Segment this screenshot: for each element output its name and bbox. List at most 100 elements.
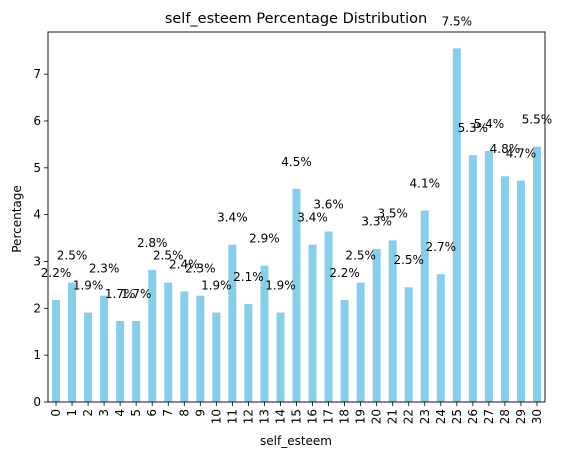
- data-label: 1.9%: [201, 278, 232, 292]
- plot-frame: [47, 31, 546, 403]
- bar: [532, 146, 541, 402]
- bar: [420, 210, 429, 402]
- x-tick-label: 18: [338, 409, 352, 424]
- data-label: 1.9%: [265, 278, 296, 292]
- bar: [356, 282, 365, 402]
- x-tick-label: 20: [370, 409, 384, 424]
- x-tick-label: 0: [49, 409, 63, 417]
- x-tick-label: 4: [113, 409, 127, 417]
- x-tick-label: 28: [498, 409, 512, 424]
- data-label: 2.1%: [233, 270, 264, 284]
- data-label: 2.5%: [57, 248, 88, 262]
- bar: [260, 265, 269, 402]
- data-label: 3.4%: [297, 211, 328, 225]
- data-label: 5.5%: [522, 113, 553, 127]
- x-tick-label: 7: [161, 409, 175, 417]
- data-label: 2.3%: [185, 262, 216, 276]
- data-label: 3.6%: [313, 197, 344, 211]
- bar: [292, 188, 301, 402]
- x-tick-label: 10: [209, 409, 223, 424]
- bar: [68, 282, 77, 402]
- data-label: 7.5%: [442, 14, 473, 28]
- bar: [132, 320, 141, 402]
- data-label: 1.9%: [73, 278, 104, 292]
- bar: [212, 312, 221, 402]
- y-tick-label: 1: [33, 348, 41, 362]
- x-tick-label: 23: [418, 409, 432, 424]
- y-tick-label: 0: [33, 395, 41, 409]
- data-label: 4.5%: [281, 155, 312, 169]
- y-tick-label: 5: [33, 161, 41, 175]
- bar: [484, 150, 493, 402]
- data-label: 1.7%: [121, 287, 152, 301]
- data-label: 5.3%: [458, 121, 489, 135]
- data-label: 2.4%: [169, 257, 200, 271]
- y-tick-label: 7: [33, 67, 41, 81]
- x-tick-label: 13: [257, 409, 271, 424]
- bar: [404, 287, 413, 402]
- x-tick-label: 14: [273, 409, 287, 424]
- data-label: 2.2%: [329, 266, 360, 280]
- bar: [148, 269, 157, 402]
- data-label: 1.7%: [105, 287, 136, 301]
- bar: [340, 299, 349, 402]
- bar: [276, 312, 285, 402]
- bar: [196, 295, 205, 402]
- y-tick-label: 4: [33, 208, 41, 222]
- data-label: 2.5%: [393, 253, 424, 267]
- x-tick-label: 17: [322, 409, 336, 424]
- x-tick-label: 16: [306, 409, 320, 424]
- data-label: 2.7%: [426, 240, 457, 254]
- data-label: 3.4%: [217, 211, 248, 225]
- bar: [372, 248, 381, 402]
- data-label: 3.3%: [361, 215, 392, 229]
- bar: [516, 180, 525, 402]
- bar: [468, 155, 477, 402]
- x-tick-label: 5: [129, 409, 143, 417]
- x-tick-label: 25: [450, 409, 464, 424]
- x-tick-label: 2: [81, 409, 95, 417]
- data-labels-layer: 2.2%2.5%1.9%2.3%1.7%1.7%2.8%2.5%2.4%2.3%…: [41, 14, 552, 301]
- bar: [308, 244, 317, 402]
- data-label: 2.9%: [249, 232, 280, 246]
- bar: [500, 176, 509, 402]
- bar: [324, 231, 333, 402]
- data-label: 2.2%: [41, 266, 72, 280]
- data-label: 4.8%: [490, 142, 521, 156]
- bars-layer: [52, 48, 541, 403]
- x-tick-label: 24: [434, 409, 448, 424]
- x-axis-title: self_esteem: [260, 434, 332, 448]
- x-tick-label: 26: [466, 409, 480, 424]
- x-tick-label: 30: [530, 409, 544, 424]
- bar: [116, 320, 125, 402]
- x-tick-label: 29: [514, 409, 528, 424]
- data-label: 2.8%: [137, 236, 168, 250]
- data-label: 4.1%: [410, 176, 441, 190]
- bar: [180, 291, 189, 402]
- x-tick-label: 21: [386, 409, 400, 424]
- data-label: 4.7%: [506, 146, 537, 160]
- bar: [100, 295, 109, 402]
- y-axis-ticks: 0 1 2 3 4 5 6 7: [33, 67, 48, 409]
- bar: [228, 244, 237, 402]
- data-label: 2.5%: [345, 248, 376, 262]
- bar: [164, 282, 173, 402]
- data-label: 5.4%: [474, 117, 505, 131]
- y-tick-label: 2: [33, 301, 41, 315]
- x-tick-label: 9: [193, 409, 207, 417]
- x-tick-label: 15: [290, 409, 304, 424]
- bar: [436, 274, 445, 402]
- x-tick-label: 8: [177, 409, 191, 417]
- bar: [244, 304, 253, 402]
- data-label: 3.5%: [377, 206, 408, 220]
- data-label: 2.5%: [153, 248, 184, 262]
- x-tick-label: 6: [145, 409, 159, 417]
- x-tick-label: 12: [241, 409, 255, 424]
- x-tick-label: 11: [225, 409, 239, 424]
- x-axis-ticks: 0 1 2 3 4 5 6 7 8 9 10 11 12 13 14 15 16 17 18 19 20 21 22 23 24…: [49, 402, 544, 424]
- x-tick-label: 1: [65, 409, 79, 417]
- bar: [452, 48, 461, 403]
- y-axis-title: Percentage: [10, 185, 24, 253]
